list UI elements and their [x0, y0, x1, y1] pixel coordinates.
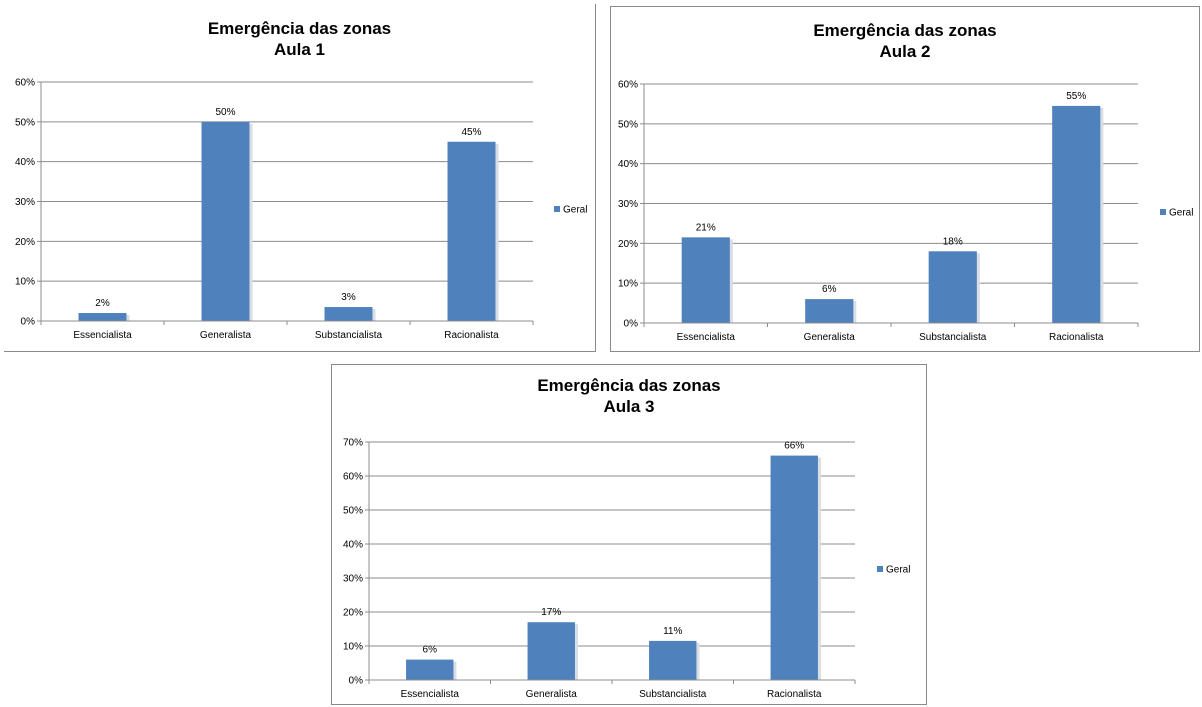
x-tick-label: Essencialista	[677, 332, 736, 343]
y-tick-label: 0%	[349, 676, 364, 687]
y-tick-label: 0%	[624, 319, 639, 330]
y-tick-label: 30%	[343, 574, 363, 585]
legend-swatch	[1160, 209, 1166, 215]
data-label: 18%	[943, 236, 963, 247]
x-tick-label: Generalista	[526, 689, 578, 700]
x-tick-label: Racionalista	[1049, 332, 1104, 343]
y-tick-label: 50%	[618, 119, 638, 130]
legend-label: Geral	[563, 205, 587, 216]
data-label: 45%	[461, 127, 481, 138]
y-tick-label: 30%	[15, 197, 35, 208]
bar-essencialista	[406, 659, 454, 680]
y-tick-label: 70%	[343, 438, 363, 449]
x-tick-label: Generalista	[804, 332, 856, 343]
data-label: 6%	[423, 645, 438, 656]
legend-swatch	[554, 206, 560, 212]
y-tick-label: 40%	[618, 159, 638, 170]
y-tick-label: 40%	[343, 540, 363, 551]
bar-chart-aula-2: 0% 10% 20% 30% 40% 50% 60% 21% Essencialista 6% Ge…	[618, 80, 1193, 344]
chart-subtitle: Aula 2	[879, 42, 931, 61]
legend-label: Geral	[886, 565, 910, 576]
y-tick-label: 0%	[21, 317, 36, 328]
data-label: 50%	[215, 107, 235, 118]
chart-title: Emergência das zonas Aula 2	[611, 20, 1199, 62]
bar-substancialista	[324, 307, 373, 321]
data-label: 3%	[341, 292, 356, 303]
y-tick-label: 20%	[15, 237, 35, 248]
legend-label: Geral	[1169, 208, 1193, 219]
x-tick-label: Essencialista	[401, 689, 460, 700]
data-label: 11%	[663, 626, 682, 637]
y-tick-label: 40%	[15, 157, 35, 168]
y-tick-label: 10%	[15, 277, 35, 288]
y-tick-label: 60%	[618, 80, 638, 91]
legend-swatch	[877, 566, 883, 572]
bar-substancialista	[928, 251, 977, 323]
chart-subtitle: Aula 3	[603, 397, 655, 416]
chart-title-line: Emergência das zonas	[537, 376, 721, 395]
data-label: 66%	[784, 441, 804, 452]
data-label: 21%	[696, 222, 716, 233]
bar-essencialista	[681, 237, 730, 323]
chart-title: Emergência das zonas Aula 3	[332, 375, 926, 417]
bar-essencialista	[78, 313, 127, 321]
x-tick-label: Generalista	[200, 330, 252, 341]
x-tick-label: Racionalista	[767, 689, 822, 700]
x-tick-label: Essencialista	[73, 330, 132, 341]
y-tick-label: 50%	[343, 506, 363, 517]
bar-generalista	[805, 299, 854, 323]
bar-racionalista	[1052, 105, 1101, 324]
chart-panel-aula-1: Emergência das zonas Aula 1 0% 10% 20% 30% 4…	[4, 4, 596, 352]
bar-generalista	[527, 622, 575, 680]
bar-chart-aula-3: 0% 10% 20% 30% 40% 50% 60% 70% 6% Essencialista 17…	[343, 438, 910, 701]
data-label: 17%	[541, 607, 561, 618]
y-tick-label: 60%	[343, 472, 363, 483]
data-label: 2%	[95, 298, 110, 309]
x-tick-label: Substancialista	[315, 330, 383, 341]
bar-racionalista	[447, 141, 496, 321]
chart-subtitle: Aula 1	[273, 40, 326, 59]
chart-panel-aula-2: Emergência das zonas Aula 2 0% 10% 20% 30% 4…	[610, 6, 1200, 352]
x-tick-label: Racionalista	[444, 330, 499, 341]
bar-generalista	[201, 121, 250, 321]
x-tick-label: Substancialista	[919, 332, 987, 343]
x-tick-label: Substancialista	[639, 689, 707, 700]
bar-substancialista	[649, 640, 697, 680]
chart-title: Emergência das zonas Aula 1	[4, 18, 595, 60]
chart-title-line: Emergência das zonas	[207, 19, 392, 38]
bar-chart-aula-1: 0% 10% 20% 30% 40% 50% 60% 2% Essencialista 50% Ge…	[15, 78, 587, 342]
y-tick-label: 60%	[15, 78, 35, 89]
y-tick-label: 10%	[343, 642, 363, 653]
bar-racionalista	[770, 455, 818, 680]
chart-title-line: Emergência das zonas	[813, 21, 997, 40]
y-tick-label: 30%	[618, 199, 638, 210]
y-tick-label: 50%	[15, 117, 35, 128]
chart-panel-aula-3: Emergência das zonas Aula 3 0% 10% 20% 30% 4…	[331, 364, 927, 705]
y-tick-label: 10%	[618, 279, 638, 290]
data-label: 55%	[1066, 91, 1086, 102]
y-tick-label: 20%	[343, 608, 363, 619]
data-label: 6%	[822, 284, 837, 295]
y-tick-label: 20%	[618, 239, 638, 250]
